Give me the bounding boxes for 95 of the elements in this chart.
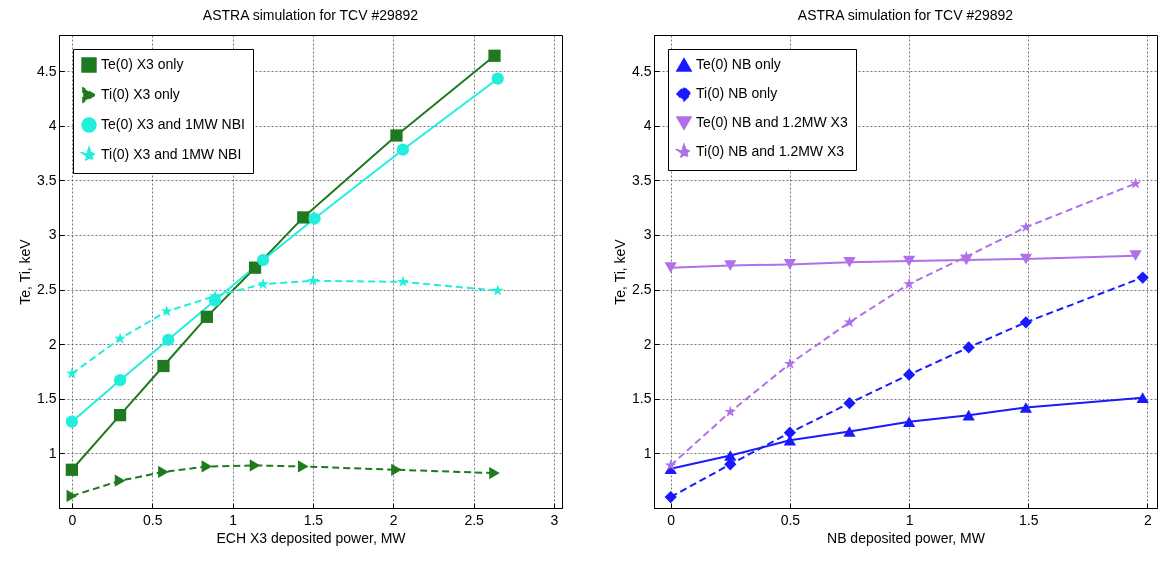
y-tick-label: 1.5 [37,390,57,407]
point [783,259,797,270]
point [160,305,173,317]
point [784,357,796,369]
point [114,474,126,487]
point [903,277,915,290]
point [664,262,677,273]
legend-label: Ti(0) NB only [696,85,778,101]
x-tick-label: 3 [550,511,559,528]
point [390,129,403,142]
point [489,466,500,480]
x-tick-label: 2 [389,511,398,528]
point [65,463,78,476]
point [902,416,916,428]
x-tick-label: 2 [1144,511,1153,528]
y-tick-label: 3.5 [37,171,57,188]
point [783,426,797,439]
point [491,72,504,85]
point [113,374,127,387]
chart-title: ASTRA simulation for TCV #29892 [202,7,419,23]
y-tick-label: 2 [48,335,57,352]
y-tick-label: 3.5 [632,171,652,188]
point [162,333,175,346]
y-tick-label: 1 [643,444,652,461]
point [297,460,309,473]
point [1136,271,1149,284]
y-tick-label: 3 [643,226,652,243]
point [962,341,975,354]
point [488,49,501,62]
point [1019,316,1033,329]
x-tick-label: 0 [68,511,77,528]
point [902,368,916,381]
x-axis-title: ECH X3 deposited power, MW [216,529,407,546]
y-tick-label: 2.5 [632,281,652,298]
point [157,359,170,373]
point [962,409,975,421]
legend-label: Te(0) X3 and 1MW NBI [101,116,245,132]
y-tick-label: 1 [48,444,57,461]
x-tick-label: 1 [905,511,914,528]
legend-label: Ti(0) NB and 1.2MW X3 [696,143,845,159]
point [113,409,127,422]
point [297,211,310,224]
x-tick-label: 0.5 [780,511,801,528]
point [902,255,916,267]
legend-label: Te(0) NB and 1.2MW X3 [696,114,848,130]
x-tick-label: 0.5 [142,511,163,528]
point [66,489,78,503]
point [200,310,213,323]
point [664,490,677,504]
x-tick-label: 1.5 [303,511,324,528]
legend-label: Ti(0) X3 only [101,86,180,102]
x-tick-label: 0 [667,511,676,528]
point [249,459,261,472]
y-tick-label: 2 [643,335,652,352]
y-tick-label: 4.5 [632,62,652,79]
x-axis-title: NB deposited power, MW [827,529,986,546]
point [724,260,737,271]
point [256,253,270,267]
y-axis-title: Te, Ti, keV [17,238,34,305]
x-tick-label: 1.5 [1019,511,1039,528]
point [257,277,269,290]
point [158,465,169,479]
legend-label: Ti(0) X3 and 1MW NBI [101,146,242,162]
chart-title: ASTRA simulation for TCV #29892 [797,7,1014,23]
x-tick-label: 1 [229,511,238,528]
point [1019,402,1033,413]
y-tick-label: 2.5 [37,281,57,298]
y-tick-label: 1.5 [632,390,652,407]
y-axis-title: Te, Ti, keV [612,238,629,305]
point [843,316,856,328]
point [724,405,737,417]
point [1129,250,1142,261]
legend-label: Te(0) NB only [696,56,781,72]
point [843,397,856,410]
point [664,459,677,471]
point [396,143,410,156]
point [1136,392,1149,403]
point [114,332,126,344]
point [308,212,321,225]
point [65,415,78,428]
y-tick-label: 3 [48,226,57,243]
point [1020,221,1032,233]
legend-label: Te(0) X3 only [101,56,184,72]
point [1129,177,1142,189]
y-tick-label: 4 [643,117,652,134]
y-tick-label: 4 [48,117,57,134]
x-tick-label: 2.5 [464,511,485,528]
point [843,426,856,437]
point [307,274,319,286]
point [397,275,409,287]
point [391,463,402,476]
point [1019,253,1033,265]
point [491,284,504,296]
point [843,256,856,268]
y-tick-label: 4.5 [37,62,57,79]
